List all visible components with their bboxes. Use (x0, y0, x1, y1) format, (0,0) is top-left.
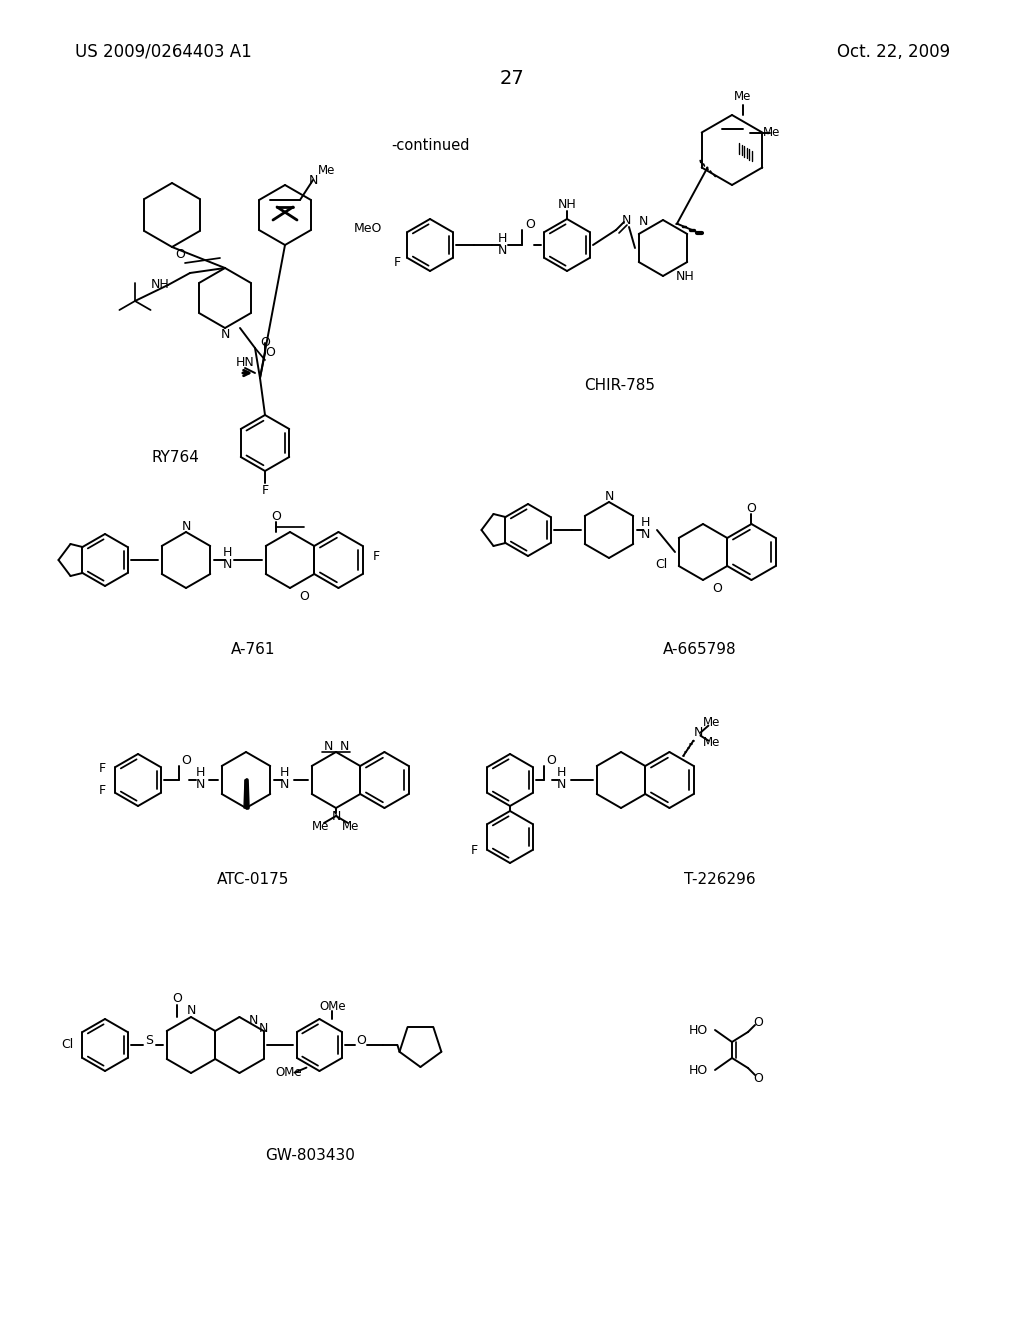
Text: H: H (196, 767, 205, 780)
Text: -continued: -continued (391, 137, 469, 153)
Text: H: H (222, 546, 231, 560)
Text: RY764: RY764 (152, 450, 199, 466)
Text: S: S (145, 1034, 153, 1047)
Text: O: O (753, 1072, 763, 1085)
Text: NH: NH (151, 279, 169, 292)
Text: Cl: Cl (654, 557, 667, 570)
Text: HO: HO (689, 1064, 708, 1077)
Text: O: O (753, 1015, 763, 1028)
Text: F: F (261, 484, 268, 498)
Text: OMe: OMe (319, 1001, 346, 1014)
Text: T-226296: T-226296 (684, 873, 756, 887)
Text: N: N (280, 779, 289, 792)
Text: N: N (259, 1022, 268, 1035)
Text: H: H (280, 766, 289, 779)
Text: Oct. 22, 2009: Oct. 22, 2009 (837, 44, 950, 61)
Text: NH: NH (558, 198, 577, 210)
Text: F: F (394, 256, 401, 269)
Text: O: O (546, 754, 556, 767)
Text: OMe: OMe (275, 1067, 302, 1080)
Text: NH: NH (676, 269, 694, 282)
Text: A-665798: A-665798 (664, 643, 737, 657)
Text: 27: 27 (500, 69, 524, 87)
Text: N: N (556, 779, 565, 792)
Text: O: O (746, 502, 757, 515)
Text: Me: Me (318, 165, 336, 177)
Text: A-761: A-761 (230, 643, 275, 657)
Text: O: O (356, 1034, 367, 1047)
Text: Me: Me (702, 717, 720, 729)
Text: N: N (222, 558, 231, 572)
Text: US 2009/0264403 A1: US 2009/0264403 A1 (75, 44, 252, 61)
Text: Cl: Cl (61, 1039, 74, 1052)
Text: F: F (471, 843, 478, 857)
Text: O: O (265, 346, 274, 359)
Text: O: O (525, 219, 535, 231)
Text: N: N (181, 520, 190, 532)
Text: N: N (693, 726, 703, 739)
Text: CHIR-785: CHIR-785 (585, 378, 655, 392)
Text: N: N (332, 809, 341, 822)
Text: F: F (98, 784, 105, 797)
Text: HN: HN (236, 356, 254, 370)
Text: Me: Me (342, 820, 359, 833)
Text: O: O (175, 248, 185, 261)
Text: MeO: MeO (353, 223, 382, 235)
Text: HO: HO (689, 1023, 708, 1036)
Text: O: O (181, 754, 190, 767)
Text: N: N (622, 214, 631, 227)
Text: O: O (172, 993, 182, 1006)
Text: N: N (249, 1014, 258, 1027)
Text: N: N (186, 1005, 196, 1018)
Text: N: N (640, 528, 649, 541)
Text: F: F (373, 550, 380, 564)
Text: O: O (712, 582, 722, 594)
Text: F: F (98, 763, 105, 776)
Text: Me: Me (734, 91, 752, 103)
Text: ATC-0175: ATC-0175 (217, 873, 289, 887)
Text: Me: Me (763, 125, 780, 139)
Text: N: N (196, 779, 205, 792)
Text: N: N (324, 739, 333, 752)
Text: N: N (339, 739, 349, 752)
Text: GW-803430: GW-803430 (265, 1147, 355, 1163)
Text: Me: Me (312, 820, 330, 833)
Text: O: O (271, 511, 281, 524)
Text: H: H (556, 767, 565, 780)
Text: O: O (260, 337, 270, 350)
Text: H: H (498, 231, 507, 244)
Text: N: N (498, 243, 507, 256)
Text: O: O (299, 590, 309, 602)
Text: Me: Me (702, 737, 720, 750)
Text: H: H (640, 516, 649, 529)
Text: N: N (308, 173, 317, 186)
Text: N: N (220, 329, 229, 342)
Text: N: N (638, 215, 648, 228)
Text: N: N (604, 490, 613, 503)
